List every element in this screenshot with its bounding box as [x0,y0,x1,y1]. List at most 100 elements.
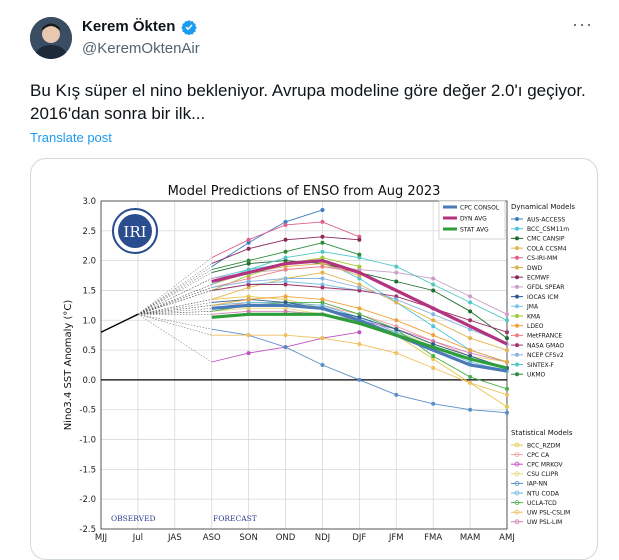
verified-badge-icon [181,19,198,35]
tweet-text: Bu Kış süper el nino bekleniyor. Avrupa … [30,79,600,125]
lead-in-line [137,305,212,315]
dyn-model-line-point [283,219,288,224]
dyn-legend-marker [515,236,519,241]
stat-legend-label: CSU CLIPR [527,471,558,478]
x-tick-label: MAM [460,533,480,543]
dyn-model-line-point [357,306,362,311]
dyn-model-line-point [246,267,251,272]
dyn-model-line-point [394,327,399,332]
lead-in-line [137,290,212,315]
stat-model-line-point [320,300,325,305]
dyn-model-line-point [283,258,288,263]
x-tick-label: FMA [424,533,442,543]
dyn-legend-marker [515,304,519,309]
stat-legend-label: CPC CA [527,452,550,459]
dyn-model-line-point [468,318,473,323]
stat-model-line-point [431,357,436,362]
average-legend-label: STAT AVG [460,227,489,234]
y-tick-label: 2.0 [82,257,96,267]
lead-in-line [137,314,212,363]
dyn-model-line-point [357,276,362,281]
dyn-legend-marker [515,294,519,299]
display-name[interactable]: Kerem Ökten [82,18,176,35]
y-tick-label: 2.5 [82,227,96,237]
dyn-legend-marker [515,362,519,367]
dyn-model-line-point [505,318,509,323]
stat-model-line-point [431,354,436,359]
chart-title: Model Predictions of ENSO from Aug 2023 [168,184,441,199]
y-tick-label: 3.0 [82,197,96,207]
dyn-model-line-point [320,219,325,224]
dyn-legend-marker [515,265,519,270]
dyn-model-line-point [246,279,251,284]
lead-in-line [137,272,212,315]
more-options-icon[interactable]: ··· [572,14,593,34]
stat-model-line-point [431,339,436,344]
dyn-model-line-point [468,348,473,353]
statistical-legend-title: Statistical Models [511,429,573,437]
dyn-model-line-point [283,222,288,227]
stat-model-line-point [505,392,509,397]
dyn-model-line-point [394,279,399,284]
dyn-model-line-point [357,237,362,242]
dyn-model-line-point [246,297,251,302]
dyn-legend-label: SINTEX-F [527,362,554,369]
dyn-model-line-point [320,261,325,266]
dyn-model-line-point [320,276,325,281]
dyn-model-line-point [320,270,325,275]
stat-model-line-point [320,363,325,367]
stat-legend-label: UCLA-TCD [527,500,557,507]
stat-model-line-point [283,297,288,302]
stat-model-line-point [468,351,473,356]
dyn-model-line-point [283,264,288,269]
dyn-model-line-point [468,309,473,314]
lead-in-line [137,299,212,315]
observed-line [100,313,139,333]
dyn-model-line-point [320,240,325,245]
dyn-model-line-point [283,282,288,287]
dyn-legend-marker [515,226,519,231]
stat-model-line-point [468,407,473,412]
stat-model-line-point [505,404,509,409]
x-tick-label: NDJ [315,533,330,543]
dyn-model-line-point [246,276,251,281]
dyn-legend-label: BCC_CSM11m [527,226,569,233]
stat-legend-label: UW PSL-LIM [527,519,562,526]
dyn-model-line-point [320,207,325,212]
dyn-model-line-point [357,255,362,260]
dyn-model-line-point [468,336,473,341]
dyn-legend-marker [515,275,519,280]
stat-legend-marker [514,519,520,525]
dynamical-legend-title: Dynamical Models [511,203,575,211]
person-avatar-icon [30,17,72,59]
observed-label: OBSERVED [111,514,156,523]
dyn-model-line-point [320,264,325,269]
x-tick-label: SON [239,533,257,543]
forecast-label: FORECAST [213,514,257,523]
dyn-model-line-point [468,294,473,299]
dyn-legend-label: DWD [527,265,543,272]
stat-legend-label: CPC MRKOV [527,462,563,469]
avatar[interactable] [30,17,72,59]
dyn-model-line-point [246,246,251,251]
y-tick-label: 0.0 [82,376,96,386]
stat-model-line-point [394,324,399,329]
tweet-media-image[interactable]: Model Predictions of ENSO from Aug 2023 3… [30,158,598,560]
lead-in-line [137,269,212,315]
stat-legend-marker [514,480,520,486]
dyn-model-line-point [246,282,251,287]
user-handle[interactable]: @KeremOktenAir [82,40,200,57]
translate-post-link[interactable]: Translate post [30,130,112,145]
stat-legend-label: NTU CODA [527,490,560,497]
y-tick-label: 1.0 [82,316,96,326]
iri-logo-text: IRI [123,223,146,241]
y-tick-label: 1.5 [82,286,96,296]
dyn-model-line-point [357,285,362,290]
dyn-model-line-point [283,255,288,260]
dyn-model-line-point [246,273,251,278]
dyn-model-line-point [505,348,509,353]
dyn-model-line-point [320,234,325,239]
lead-in-line [137,314,212,336]
dyn-legend-label: AUS-ACCESS [527,216,565,223]
stat-model-line-point [357,312,362,317]
